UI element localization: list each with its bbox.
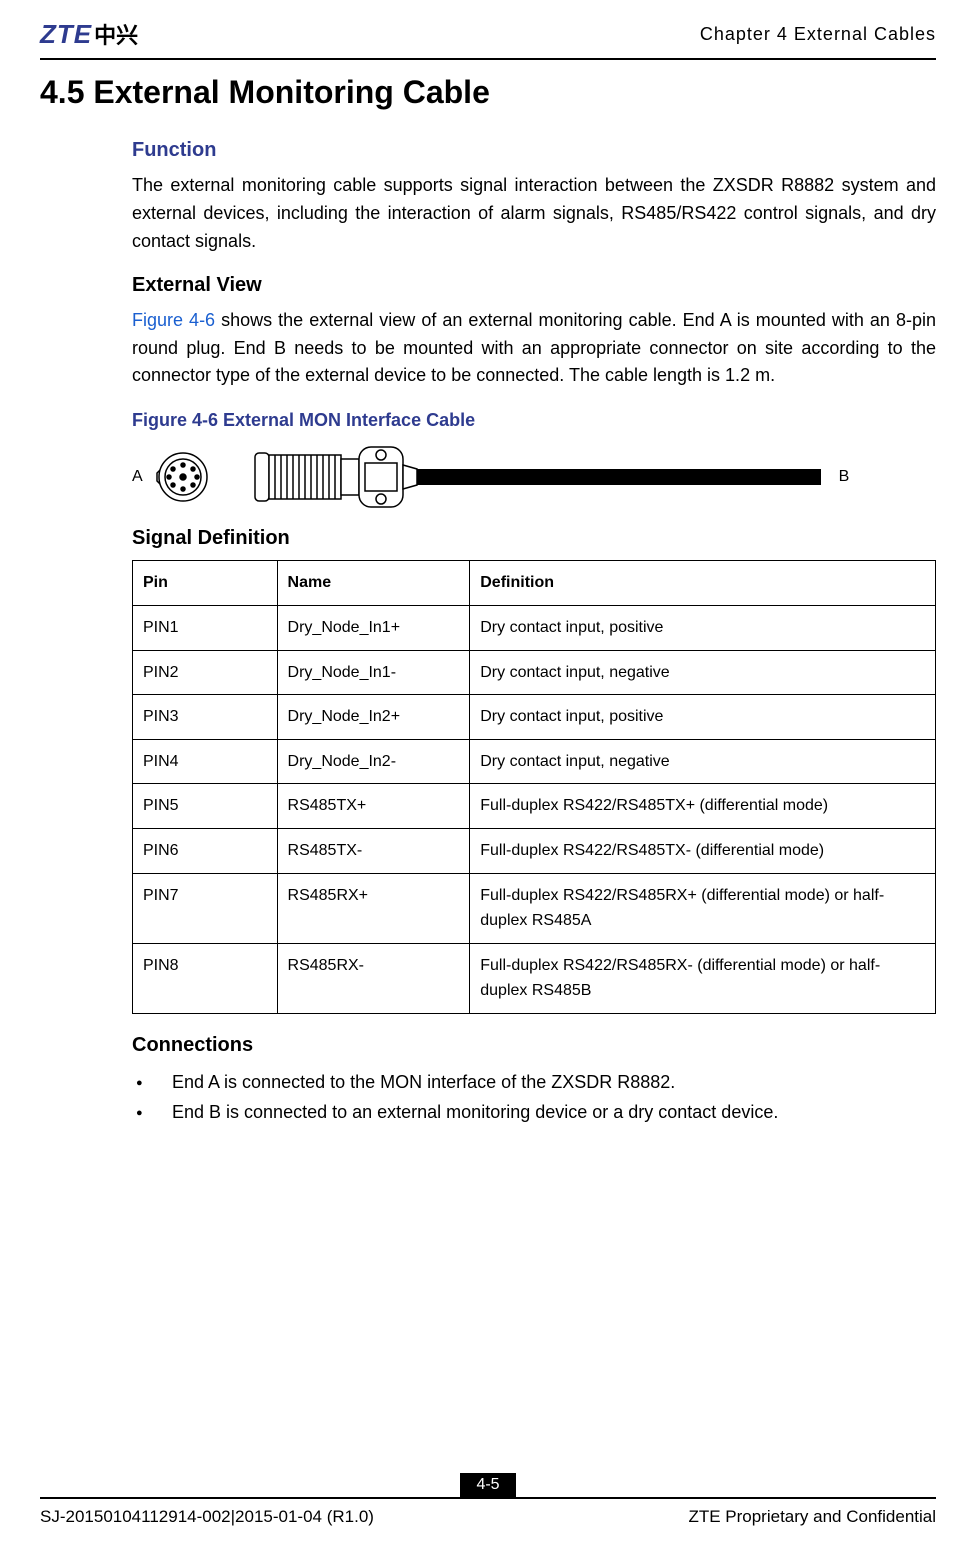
- table-row: PIN1Dry_Node_In1+Dry contact input, posi…: [133, 605, 936, 650]
- external-view-heading: External View: [132, 274, 936, 297]
- table-row: PIN6RS485TX-Full-duplex RS422/RS485TX- (…: [133, 828, 936, 873]
- figure-label-b: B: [839, 468, 850, 486]
- table-row: PIN3Dry_Node_In2+Dry contact input, posi…: [133, 695, 936, 740]
- external-view-rest: shows the external view of an external m…: [132, 310, 936, 386]
- footer-right: ZTE Proprietary and Confidential: [688, 1507, 936, 1527]
- signal-table-body: PIN1Dry_Node_In1+Dry contact input, posi…: [133, 605, 936, 1013]
- header-rule: [40, 58, 936, 60]
- table-header-row: Pin Name Definition: [133, 561, 936, 606]
- col-def: Definition: [470, 561, 936, 606]
- connections-heading: Connections: [132, 1034, 936, 1057]
- connections-list: End A is connected to the MON interface …: [132, 1067, 936, 1128]
- list-item: End B is connected to an external monito…: [132, 1097, 936, 1128]
- function-heading: Function: [132, 139, 936, 162]
- signal-heading: Signal Definition: [132, 527, 936, 550]
- col-name: Name: [277, 561, 470, 606]
- table-row: PIN2Dry_Node_In1-Dry contact input, nega…: [133, 650, 936, 695]
- figure-label-a: A: [132, 468, 143, 486]
- content-area: Function The external monitoring cable s…: [40, 139, 936, 1128]
- table-row: PIN7RS485RX+Full-duplex RS422/RS485RX+ (…: [133, 873, 936, 943]
- logo: ZTE中兴: [40, 18, 138, 50]
- figure-caption: Figure 4-6 External MON Interface Cable: [132, 410, 936, 431]
- table-row: PIN4Dry_Node_In2-Dry contact input, nega…: [133, 739, 936, 784]
- footer-rule: [40, 1497, 936, 1499]
- logo-zte-text: ZTE: [40, 19, 92, 50]
- page-header: ZTE中兴 Chapter 4 External Cables: [40, 18, 936, 50]
- page-number: 4-5: [460, 1473, 516, 1497]
- cable-diagram: [151, 445, 831, 509]
- figure-link[interactable]: Figure 4-6: [132, 310, 215, 330]
- table-row: PIN5RS485TX+Full-duplex RS422/RS485TX+ (…: [133, 784, 936, 829]
- chapter-label: Chapter 4 External Cables: [700, 24, 936, 45]
- function-text: The external monitoring cable supports s…: [132, 172, 936, 256]
- list-item: End A is connected to the MON interface …: [132, 1067, 936, 1098]
- table-row: PIN8RS485RX-Full-duplex RS422/RS485RX- (…: [133, 943, 936, 1013]
- figure-box: A: [132, 445, 936, 509]
- footer-left: SJ-20150104112914-002|2015-01-04 (R1.0): [40, 1507, 374, 1527]
- external-view-text: Figure 4-6 shows the external view of an…: [132, 307, 936, 391]
- section-title: 4.5 External Monitoring Cable: [40, 74, 936, 111]
- page-footer: 4-5 SJ-20150104112914-002|2015-01-04 (R1…: [40, 1473, 936, 1527]
- col-pin: Pin: [133, 561, 278, 606]
- logo-cn-text: 中兴: [94, 18, 138, 50]
- signal-table: Pin Name Definition PIN1Dry_Node_In1+Dry…: [132, 560, 936, 1014]
